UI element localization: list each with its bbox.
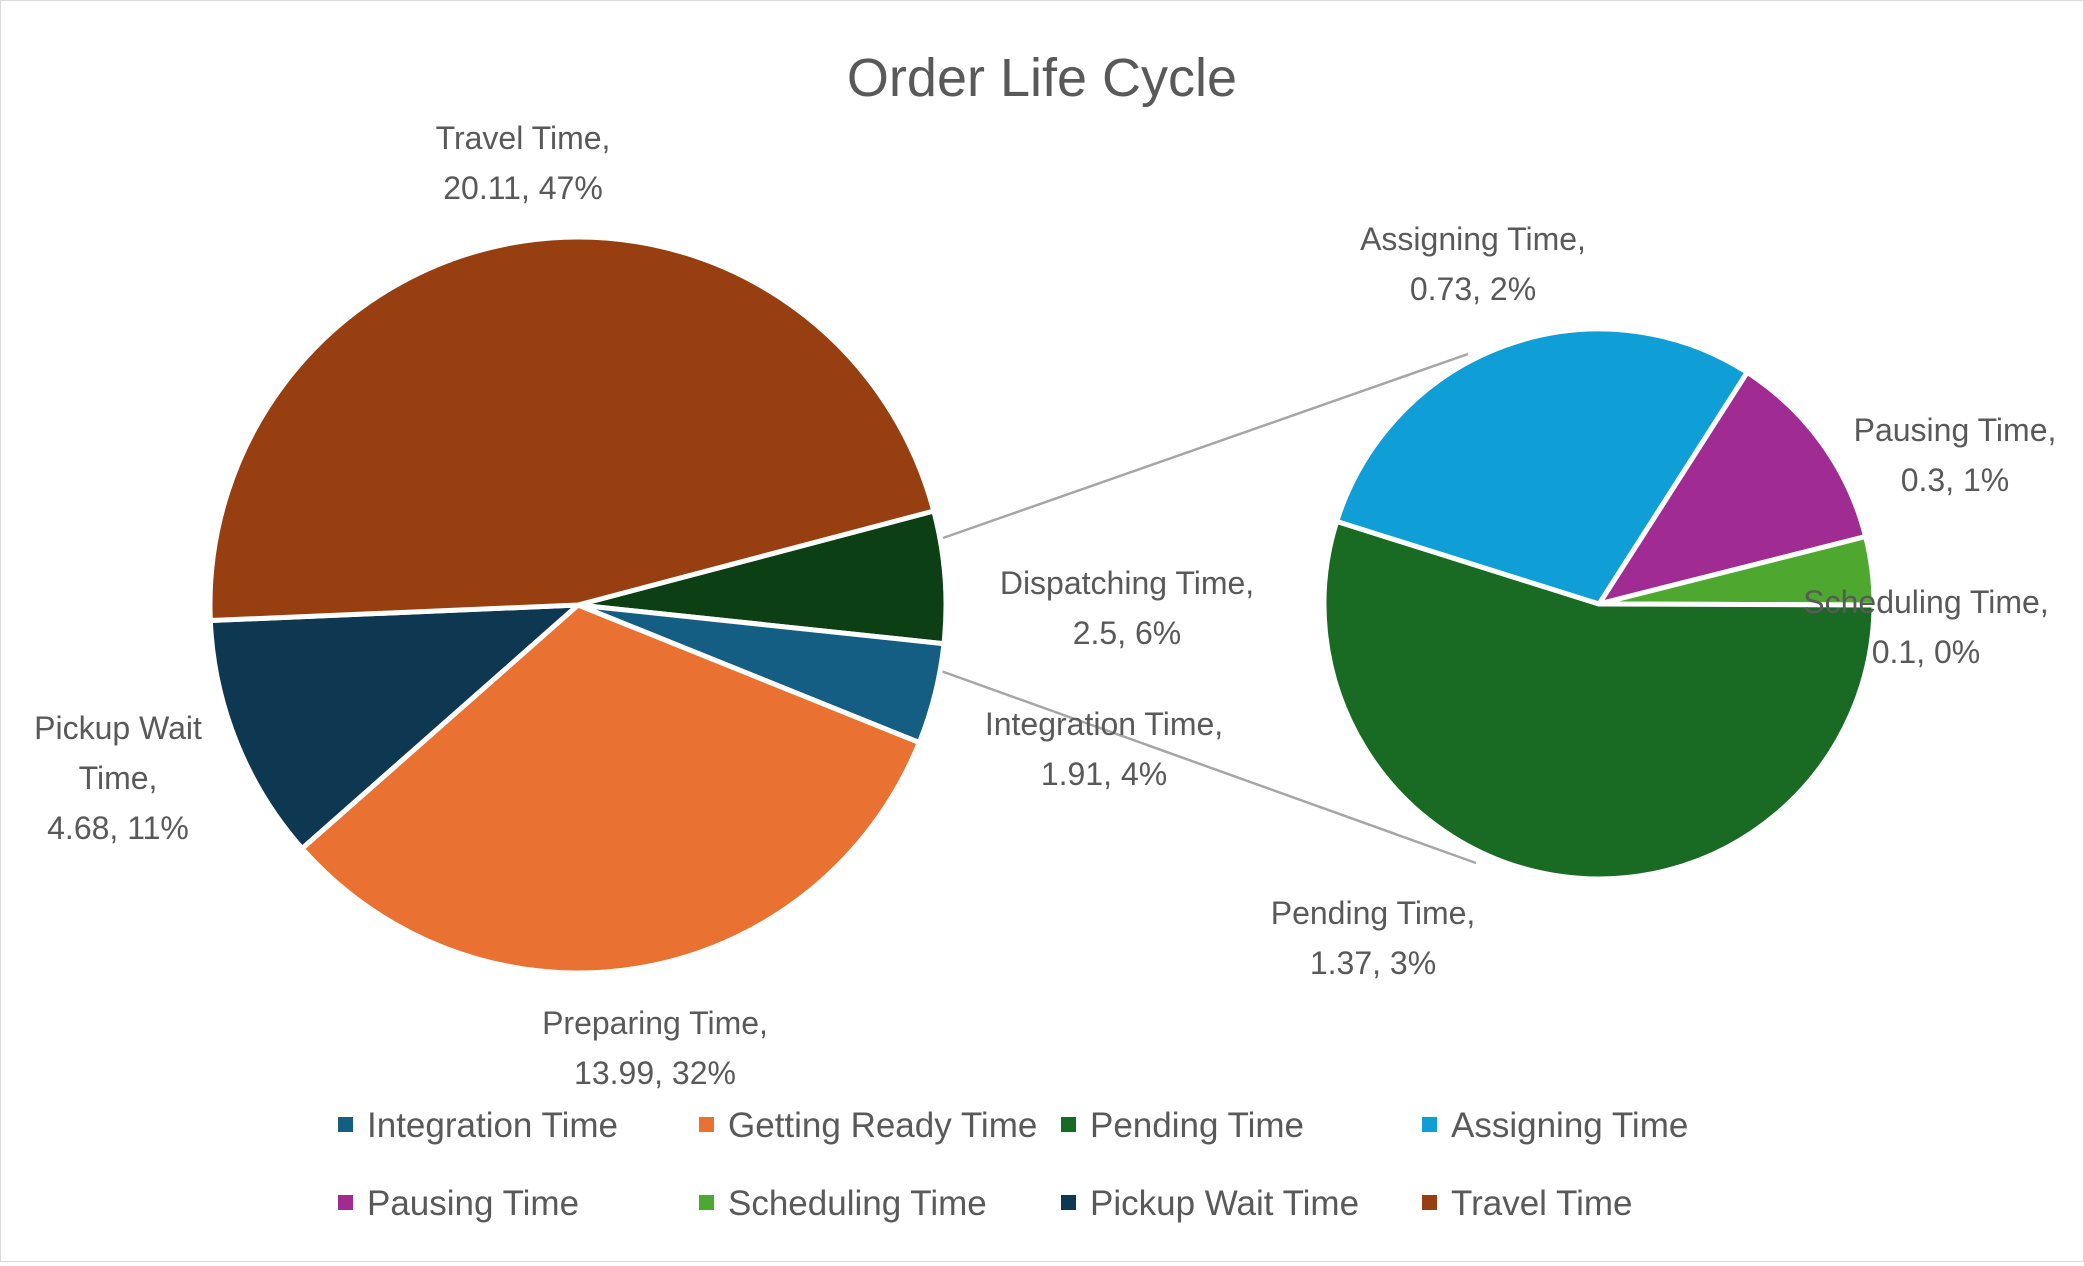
- connector-line-top: [942, 352, 1469, 540]
- legend-item: Travel Time: [1422, 1184, 1633, 1223]
- legend-item: Pending Time: [1061, 1106, 1304, 1145]
- main-pie: [207, 234, 949, 976]
- slice-pickup: [207, 602, 581, 852]
- secondary-pie: [1321, 326, 1877, 882]
- legend-swatch: [699, 1195, 714, 1210]
- legend-item: Getting Ready Time: [699, 1106, 1037, 1145]
- legend-label: Pending Time: [1090, 1106, 1304, 1145]
- connector-lines: [940, 352, 1477, 865]
- legend-swatch: [699, 1117, 714, 1132]
- data-label-assigning: Assigning Time, 0.73, 2%: [1360, 221, 1586, 307]
- legend-swatch: [338, 1195, 353, 1210]
- slice-dispatching: [575, 508, 949, 647]
- connector-line-bottom: [940, 669, 1477, 865]
- data-label-travel: Travel Time, 20.11, 47%: [436, 120, 611, 206]
- data-label-pausing: Pausing Time, 0.3, 1%: [1854, 412, 2057, 498]
- legend-swatch: [338, 1117, 353, 1132]
- legend-item: Scheduling Time: [699, 1184, 987, 1223]
- legend-swatch: [1061, 1117, 1076, 1132]
- legend-label: Travel Time: [1451, 1184, 1633, 1223]
- legend-label: Getting Ready Time: [728, 1106, 1037, 1145]
- legend-item: Pausing Time: [338, 1184, 579, 1223]
- legend-label: Assigning Time: [1451, 1106, 1688, 1145]
- data-label-dispatching: Dispatching Time, 2.5, 6%: [1000, 565, 1254, 651]
- slice-preparing: [299, 602, 922, 976]
- legend: Integration Time Getting Ready Time Pendin…: [338, 1106, 1688, 1223]
- sub-slice-assigning: [1334, 326, 1750, 607]
- legend-label: Integration Time: [367, 1106, 618, 1145]
- legend-label: Scheduling Time: [728, 1184, 987, 1223]
- legend-label: Pausing Time: [367, 1184, 579, 1223]
- slice-travel: [207, 234, 937, 624]
- legend-swatch: [1061, 1195, 1076, 1210]
- data-label-scheduling: Scheduling Time, 0.1, 0%: [1803, 584, 2048, 670]
- chart-title: Order Life Cycle: [847, 48, 1237, 108]
- data-label-preparing: Preparing Time, 13.99, 32%: [542, 1005, 768, 1091]
- legend-item: Integration Time: [338, 1106, 618, 1145]
- data-label-integration: Integration Time, 1.91, 4%: [985, 706, 1223, 792]
- sub-slice-pausing: [1596, 369, 1869, 607]
- data-label-pickup: Pickup Wait Time, 4.68, 11%: [34, 710, 202, 846]
- legend-item: Pickup Wait Time: [1061, 1184, 1359, 1223]
- sub-slice-pending: [1321, 518, 1877, 882]
- legend-swatch: [1422, 1117, 1437, 1132]
- legend-swatch: [1422, 1195, 1437, 1210]
- data-labels: Travel Time, 20.11, 47% Dispatching Time, 2…: [34, 120, 2056, 1091]
- legend-item: Assigning Time: [1422, 1106, 1688, 1145]
- data-label-pending: Pending Time, 1.37, 3%: [1271, 895, 1476, 981]
- legend-label: Pickup Wait Time: [1090, 1184, 1359, 1223]
